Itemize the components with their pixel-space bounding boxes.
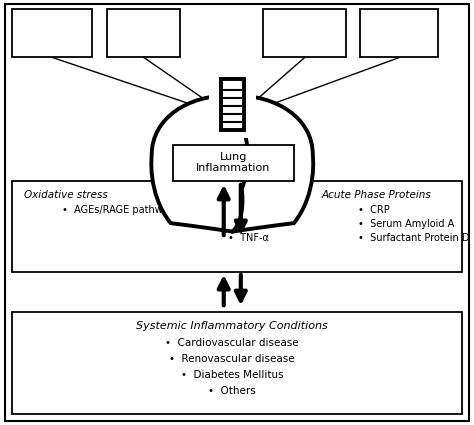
Text: •  Surfactant Protein D: • Surfactant Protein D — [358, 233, 469, 243]
Bar — [107, 8, 180, 57]
Text: •  Cardiovascular disease: • Cardiovascular disease — [165, 338, 299, 348]
Text: Cigarette
Smoking: Cigarette Smoking — [119, 22, 168, 44]
Bar — [12, 181, 462, 272]
Text: Occupational
irritants: Occupational irritants — [18, 22, 87, 44]
Bar — [12, 8, 92, 57]
Text: Oxidative stress: Oxidative stress — [25, 190, 108, 200]
Text: Outdoor air
pollution: Outdoor air pollution — [369, 22, 429, 44]
Bar — [221, 79, 244, 130]
Bar — [221, 79, 244, 130]
Text: Systemic Inflammation: Systemic Inflammation — [173, 190, 292, 200]
Bar — [263, 8, 346, 57]
Text: •  IL-6: • IL-6 — [228, 205, 257, 215]
Text: •  CRP: • CRP — [358, 205, 390, 215]
PathPatch shape — [217, 96, 313, 232]
Text: •  Diabetes Mellitus: • Diabetes Mellitus — [181, 370, 283, 380]
Text: Systemic Inflammatory Conditions: Systemic Inflammatory Conditions — [137, 321, 328, 331]
Text: •  AGEs/RAGE pathway: • AGEs/RAGE pathway — [62, 205, 174, 215]
Text: •  IL-1β: • IL-1β — [228, 219, 264, 229]
Text: Acute Phase Proteins: Acute Phase Proteins — [322, 190, 432, 200]
Text: •  Renovascular disease: • Renovascular disease — [169, 354, 295, 364]
Text: •  Serum Amyloid A: • Serum Amyloid A — [358, 219, 454, 229]
Text: •  TNF-α: • TNF-α — [228, 233, 268, 243]
Bar — [173, 144, 294, 181]
Text: Lung
Inflammation: Lung Inflammation — [196, 152, 271, 173]
Text: •  Others: • Others — [209, 386, 256, 397]
Bar — [360, 8, 438, 57]
Bar — [209, 87, 256, 138]
Bar — [12, 312, 462, 414]
Text: Household air
pollution: Household air pollution — [268, 22, 341, 44]
PathPatch shape — [151, 96, 247, 232]
